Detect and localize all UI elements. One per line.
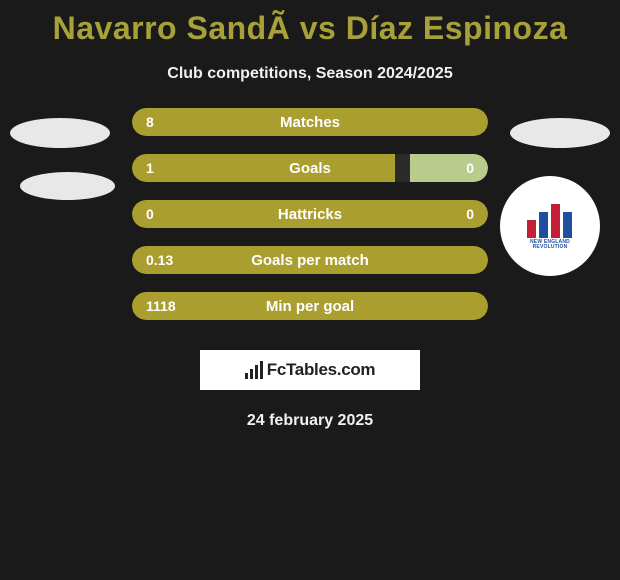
stat-label: Goals — [289, 160, 331, 177]
stat-row: Hattricks 0 0 — [132, 200, 488, 228]
stat-label: Matches — [280, 114, 340, 131]
stat-value-right: 0 — [466, 206, 474, 222]
stat-label: Goals per match — [251, 252, 369, 269]
player2-name: Díaz Espinoza — [346, 10, 568, 46]
vs-text: vs — [300, 10, 337, 46]
stat-row: Min per goal 1118 — [132, 292, 488, 320]
stat-value-left: 8 — [146, 114, 154, 130]
stat-value-left: 1118 — [146, 298, 176, 314]
stat-row: Goals per match 0.13 — [132, 246, 488, 274]
stat-value-left: 1 — [146, 160, 154, 176]
brand-text: FcTables.com — [267, 360, 376, 380]
player1-name: Navarro SandÃ — [53, 10, 291, 46]
bar-chart-icon — [245, 361, 263, 379]
stat-value-left: 0.13 — [146, 252, 173, 268]
stat-value-right: 0 — [466, 160, 474, 176]
brand-box: FcTables.com — [200, 350, 420, 390]
player1-avatar-placeholder — [10, 118, 110, 148]
stat-bar-left-fill — [132, 154, 395, 182]
stat-bars: Matches 8 Goals 1 0 Hattricks 0 0 Goals per matc… — [132, 108, 488, 320]
team2-badge: NEW ENGLAND REVOLUTION — [500, 176, 600, 276]
team1-badge-placeholder — [20, 172, 115, 200]
flag-stripes-icon — [527, 202, 573, 238]
comparison-stage: NEW ENGLAND REVOLUTION Matches8Goals10Ha… — [0, 108, 620, 320]
badge-text-line2: REVOLUTION — [533, 245, 568, 251]
subtitle: Club competitions, Season 2024/2025 — [0, 65, 620, 83]
stat-bar-right-fill — [410, 154, 488, 182]
stat-row: Goals 1 0 — [132, 154, 488, 182]
stat-value-left: 0 — [146, 206, 154, 222]
player2-avatar-placeholder — [510, 118, 610, 148]
stat-row: Matches 8 — [132, 108, 488, 136]
page-title: Navarro SandÃ vs Díaz Espinoza — [0, 0, 620, 47]
stat-label: Min per goal — [266, 298, 354, 315]
date-text: 24 february 2025 — [0, 412, 620, 430]
stat-label: Hattricks — [278, 206, 342, 223]
